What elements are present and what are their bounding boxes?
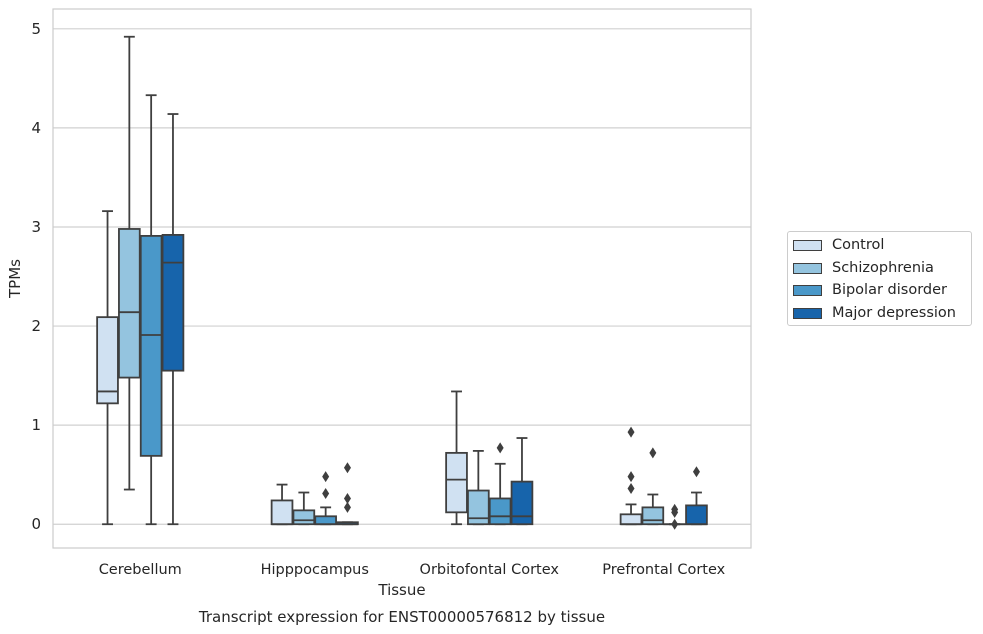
legend-item-schizophrenia: Schizophrenia [793,258,934,278]
box-control [619,426,643,526]
outlier-point [496,442,504,454]
box-control [445,390,468,526]
box-schizophrenia [118,35,141,491]
box-major-depression [510,437,534,526]
legend-label-control: Control [832,237,885,253]
box-control [96,210,119,526]
legend-label-bipolar-disorder: Bipolar disorder [832,282,947,298]
box-body [445,451,468,514]
legend-swatch-control [793,239,822,251]
outlier-point [322,471,330,483]
box-body [467,489,490,526]
box-body [488,497,512,526]
legend-item-control: Control [793,235,884,255]
box-body [641,506,665,526]
x-axis-label: Tissue [377,581,425,599]
outlier-point [627,483,635,495]
y-tick-label: 0 [31,515,41,533]
box-schizophrenia [292,491,316,526]
y-tick-label: 5 [31,20,41,38]
boxes [96,35,708,530]
box-bipolar-disorder [488,442,512,526]
x-tick-label: Orbitofontal Cortex [420,562,560,578]
box-body [292,509,316,526]
y-tick-label: 2 [31,317,41,335]
chart-caption: Transcript expression for ENST0000057681… [198,608,605,626]
box-schizophrenia [641,447,665,526]
outlier-point [343,501,351,513]
box-body [118,228,141,379]
outlier-point [322,488,330,500]
outlier-point [627,426,635,438]
box-major-depression [685,466,708,526]
outlier-point [671,503,679,515]
legend-swatch-bipolar-disorder [793,284,822,296]
legend: Control Schizophrenia Bipolar disorder M… [787,231,972,326]
legend-item-major-depression: Major depression [793,303,956,323]
box-body [619,513,643,526]
legend-label-schizophrenia: Schizophrenia [832,260,934,276]
y-tick-labels: 0 1 2 3 4 5 [31,20,41,533]
box-bipolar-disorder [139,94,163,526]
outlier-point [627,471,635,483]
outlier-point [343,492,351,504]
box-major-depression [161,113,185,526]
outlier-point [343,462,351,474]
legend-swatch-schizophrenia [793,262,822,274]
y-axis-label: TPMs [6,259,24,299]
y-tick-label: 4 [31,119,41,137]
box-body [314,515,337,526]
box-body [139,234,163,457]
legend-swatch-major-depression [793,307,822,319]
outlier-point [671,518,679,530]
x-tick-label: Prefrontal Cortex [602,562,725,578]
box-body [96,316,119,405]
box-body [685,504,708,526]
legend-label-major-depression: Major depression [832,305,956,321]
box-bipolar-disorder [314,471,337,526]
outlier-point [649,447,657,459]
y-tick-label: 1 [31,416,41,434]
plot-area-frame [52,8,752,549]
box-body [510,480,534,526]
box-body [270,499,294,526]
x-tick-labels: Cerebellum Hipppocampus Orbitofontal Corte… [99,562,726,578]
box-schizophrenia [467,450,490,526]
x-tick-label: Hipppocampus [261,562,369,578]
y-tick-label: 3 [31,218,41,236]
legend-item-bipolar-disorder: Bipolar disorder [793,280,947,300]
outlier-point [692,466,700,478]
box-bipolar-disorder [663,503,686,530]
box-control [270,483,294,526]
box-body [161,234,185,372]
box-major-depression [336,462,359,526]
x-tick-label: Cerebellum [99,562,182,578]
